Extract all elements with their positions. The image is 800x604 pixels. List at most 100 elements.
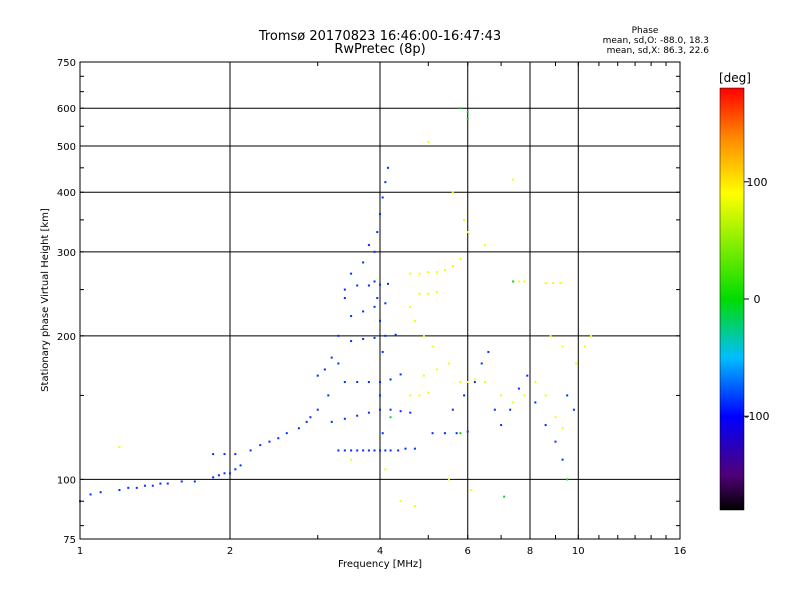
data-point <box>389 408 392 411</box>
y-tick-label: 500 <box>57 142 76 153</box>
data-point <box>473 378 476 381</box>
data-point <box>386 166 389 169</box>
data-point <box>413 504 416 507</box>
data-point <box>466 430 469 433</box>
data-point <box>379 381 381 384</box>
data-point <box>463 218 466 221</box>
y-tick-label: 750 <box>57 58 76 69</box>
data-point <box>399 410 402 413</box>
data-point <box>234 453 237 456</box>
data-point <box>386 282 389 285</box>
data-point <box>512 178 515 181</box>
data-point <box>427 140 430 143</box>
data-point <box>427 292 430 295</box>
plot-grid <box>80 62 680 539</box>
data-point <box>356 449 359 452</box>
data-point <box>399 500 402 503</box>
data-point <box>343 417 346 420</box>
data-point <box>473 381 476 384</box>
y-tick-label: 600 <box>57 104 76 115</box>
data-point <box>367 449 370 452</box>
data-point <box>493 408 496 411</box>
data-point <box>337 362 340 365</box>
data-point <box>356 414 359 417</box>
data-point <box>337 449 340 452</box>
data-point <box>589 334 592 337</box>
data-point <box>404 447 407 450</box>
data-point <box>399 373 402 376</box>
data-point <box>373 280 376 283</box>
x-axis-label: Frequency [MHz] <box>338 559 422 570</box>
data-point <box>559 282 562 285</box>
data-point <box>249 449 252 452</box>
data-point <box>413 447 416 450</box>
data-point <box>484 244 487 247</box>
data-point <box>384 181 387 184</box>
data-point <box>422 374 425 377</box>
data-point <box>512 401 515 404</box>
data-point <box>554 416 557 419</box>
data-point <box>466 231 469 234</box>
data-point <box>487 350 490 353</box>
data-point <box>575 362 578 365</box>
data-point <box>381 196 384 199</box>
data-point <box>362 337 365 340</box>
data-point <box>470 489 473 492</box>
data-point <box>561 458 564 461</box>
chart-subtitle: RwPretec (8p) <box>334 42 425 57</box>
colorbar-ticks: 100 0 -100 <box>744 176 769 423</box>
data-point <box>143 484 146 487</box>
data-point <box>466 117 469 120</box>
data-point <box>427 271 430 274</box>
data-point <box>451 265 454 268</box>
data-point <box>509 408 512 411</box>
data-point <box>463 394 466 397</box>
data-point <box>389 416 392 419</box>
data-point <box>356 381 359 384</box>
data-point <box>523 280 526 283</box>
data-point <box>330 356 333 359</box>
data-point <box>480 362 483 365</box>
data-point <box>443 268 446 271</box>
data-point <box>309 416 312 419</box>
data-point <box>323 368 326 371</box>
x-tick-label: 4 <box>377 546 383 557</box>
data-point <box>379 394 381 397</box>
y-axis-label: Stationary phase Virtual Height [km] <box>40 208 51 392</box>
x-tick-label: 1 <box>77 546 83 557</box>
data-point <box>534 381 537 384</box>
data-point <box>268 440 271 443</box>
data-point <box>409 411 412 414</box>
data-point <box>389 378 392 381</box>
data-point <box>379 283 381 286</box>
colorbar-tick-label: 100 <box>747 176 768 189</box>
data-point <box>517 387 520 390</box>
data-point <box>343 449 346 452</box>
data-point <box>484 381 487 384</box>
data-point <box>305 420 308 423</box>
data-point <box>373 449 376 452</box>
data-point <box>259 444 262 447</box>
data-point <box>316 374 319 377</box>
data-point <box>118 489 121 492</box>
data-point <box>512 280 515 283</box>
data-point <box>418 292 421 295</box>
data-point <box>350 458 353 461</box>
data-point <box>316 408 319 411</box>
data-point <box>384 302 387 305</box>
colorbar-unit: [deg] <box>719 71 751 85</box>
data-point <box>297 427 300 430</box>
data-point <box>362 310 365 313</box>
data-point <box>285 432 288 435</box>
data-point <box>327 394 330 397</box>
y-tick-label: 200 <box>57 332 76 343</box>
data-point <box>549 334 552 337</box>
x-tick-label: 8 <box>527 546 533 557</box>
data-point <box>435 291 438 294</box>
data-point <box>526 374 529 377</box>
data-point <box>503 495 506 498</box>
data-point <box>523 394 526 397</box>
data-point <box>459 381 462 384</box>
data-point <box>367 284 370 287</box>
